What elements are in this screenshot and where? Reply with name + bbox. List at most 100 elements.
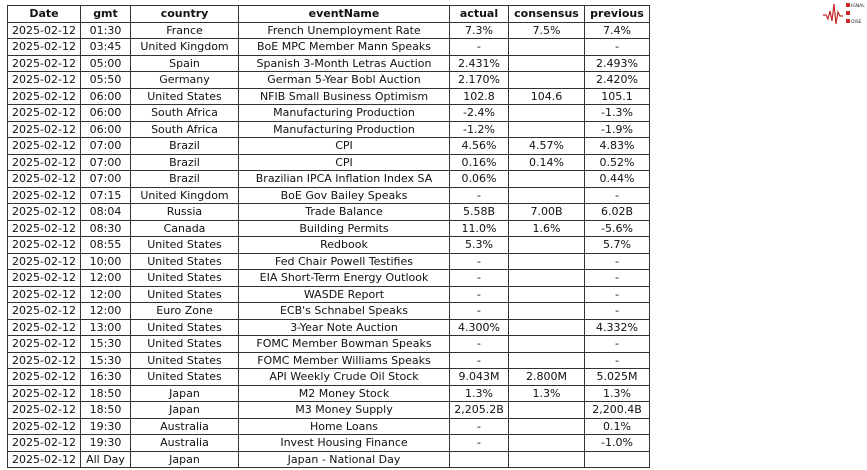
cell-gmt: 05:00 [80,54,131,72]
column-header-previous: previous [584,5,650,23]
table-row: 2025-02-12 05:00 Spain Spanish 3-Month Letr… [7,54,650,72]
cell-previous: - [584,351,650,369]
cell-date: 2025-02-12 [7,252,81,270]
cell-previous: - [584,186,650,204]
cell-date: 2025-02-12 [7,54,81,72]
cell-eventname: ECB's Schnabel Speaks [238,302,450,320]
cell-consensus [508,170,585,188]
cell-actual: 1.3% [449,384,509,402]
cell-country: United States [130,368,239,386]
cell-eventname: BoE Gov Bailey Speaks [238,186,450,204]
cell-previous: -1.0% [584,434,650,452]
cell-country: Japan [130,384,239,402]
cell-eventname: BoE MPC Member Mann Speaks [238,38,450,56]
table-row: 2025-02-12 07:00 Brazil Brazilian IPCA Infl… [7,170,650,188]
cell-consensus [508,417,585,435]
table-row: 2025-02-12 08:30 Canada Building Permits 11.… [7,219,650,237]
cell-date: 2025-02-12 [7,186,81,204]
cell-actual: 2,205.2B [449,401,509,419]
cell-gmt: 06:00 [80,87,131,105]
cell-gmt: 05:50 [80,71,131,89]
cell-actual: 2.170% [449,71,509,89]
cell-date: 2025-02-12 [7,351,81,369]
cell-gmt: 07:00 [80,153,131,171]
column-header-date: Date [7,5,81,23]
cell-country: Brazil [130,137,239,155]
cell-eventname: CPI [238,153,450,171]
cell-country: France [130,21,239,39]
cell-actual: - [449,269,509,287]
cell-gmt: 08:30 [80,219,131,237]
cell-eventname: API Weekly Crude Oil Stock [238,368,450,386]
cell-country: Russia [130,203,239,221]
cell-country: South Africa [130,104,239,122]
cell-gmt: 19:30 [80,417,131,435]
cell-actual: - [449,285,509,303]
cell-consensus [508,285,585,303]
cell-gmt: 10:00 [80,252,131,270]
cell-gmt: 03:45 [80,38,131,56]
cell-actual: 9.043M [449,368,509,386]
cell-gmt: 08:04 [80,203,131,221]
cell-date: 2025-02-12 [7,137,81,155]
cell-actual: 102.8 [449,87,509,105]
cell-consensus [508,71,585,89]
table-row: 2025-02-12 06:00 South Africa Manufacturing… [7,120,650,138]
cell-previous: 0.44% [584,170,650,188]
cell-consensus: 0.14% [508,153,585,171]
cell-consensus [508,54,585,72]
cell-previous: - [584,38,650,56]
table-row: 2025-02-12 08:55 United States Redbook 5.3% 5… [7,236,650,254]
cell-date: 2025-02-12 [7,219,81,237]
cell-date: 2025-02-12 [7,302,81,320]
cell-previous: 4.332% [584,318,650,336]
cell-actual: 11.0% [449,219,509,237]
cell-consensus [508,434,585,452]
cell-gmt: 12:00 [80,269,131,287]
cell-country: Germany [130,71,239,89]
cell-actual: 2.431% [449,54,509,72]
cell-country: Spain [130,54,239,72]
cell-country: Brazil [130,170,239,188]
cell-country: Euro Zone [130,302,239,320]
cell-country: United Kingdom [130,186,239,204]
cell-gmt: 18:50 [80,401,131,419]
cell-country: Japan [130,450,239,468]
cell-gmt: 15:30 [80,335,131,353]
header-row: Date gmt country eventName actual consensus pr… [7,5,650,23]
column-header-country: country [130,5,239,23]
cell-country: Brazil [130,153,239,171]
cell-consensus [508,252,585,270]
cell-eventname: Spanish 3-Month Letras Auction [238,54,450,72]
cell-gmt: 08:55 [80,236,131,254]
cell-country: United States [130,285,239,303]
cell-country: Japan [130,401,239,419]
cell-actual: - [449,252,509,270]
cell-date: 2025-02-12 [7,269,81,287]
cell-consensus: 2.800M [508,368,585,386]
cell-previous: - [584,269,650,287]
cell-gmt: 15:30 [80,351,131,369]
cell-eventname: Brazilian IPCA Inflation Index SA [238,170,450,188]
cell-consensus [508,236,585,254]
cell-consensus: 7.5% [508,21,585,39]
economic-calendar-table: Date gmt country eventName actual consensus pr… [7,5,650,468]
cell-country: United States [130,318,239,336]
cell-eventname: WASDE Report [238,285,450,303]
cell-country: United States [130,351,239,369]
cell-country: Canada [130,219,239,237]
cell-eventname: Japan - National Day [238,450,450,468]
cell-actual: 5.58B [449,203,509,221]
cell-date: 2025-02-12 [7,104,81,122]
cell-actual: - [449,302,509,320]
table-row: 2025-02-12 12:00 Euro Zone ECB's Schnabel S… [7,302,650,320]
cell-gmt: 06:00 [80,120,131,138]
table-row: 2025-02-12 19:30 Australia Home Loans - 0.1% [7,417,650,435]
cell-date: 2025-02-12 [7,434,81,452]
cell-actual: 0.06% [449,170,509,188]
cell-previous: 6.02B [584,203,650,221]
cell-date: 2025-02-12 [7,153,81,171]
cell-actual: -1.2% [449,120,509,138]
cell-consensus [508,450,585,468]
cell-gmt: 13:00 [80,318,131,336]
